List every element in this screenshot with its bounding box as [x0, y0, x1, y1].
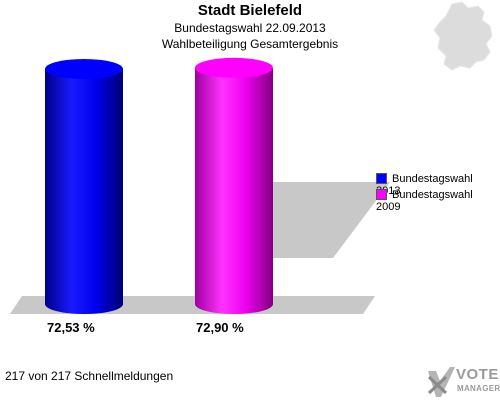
logo-text-manager: MANAGER — [457, 384, 500, 393]
chart-subtitle-2: Wahlbeteiligung Gesamtergebnis — [161, 37, 339, 51]
legend-label-2009: Bundestagswahl 2009 — [376, 189, 473, 213]
bar-body-1 — [195, 67, 273, 314]
value-label-2013: 72,53 % — [47, 320, 95, 335]
bar-body-0 — [45, 69, 123, 314]
chart-subtitle: Bundestagswahl 22.09.2013 — [174, 21, 326, 35]
legend-label-2013: Bundestagswahl 2013 — [376, 173, 473, 197]
legend-item-2009: Bundestagswahl 2009 — [376, 189, 500, 213]
chart-title: Stadt Bielefeld — [197, 2, 303, 19]
logo-text-vote: VOTE — [456, 366, 499, 383]
check-mark-icon — [427, 367, 455, 397]
legend-item-2013: Bundestagswahl 2013 — [376, 173, 500, 197]
footer-status: 217 von 217 Schnellmeldungen — [5, 369, 174, 383]
germany-map-icon — [433, 1, 493, 71]
value-label-2009: 72,90 % — [196, 320, 244, 335]
votemanager-logo: VOTE MANAGER — [426, 364, 500, 400]
legend-swatch-2009 — [376, 189, 387, 200]
legend-swatch-2013 — [376, 173, 387, 184]
bar-top-0 — [45, 59, 123, 80]
bar-top-1 — [195, 57, 273, 78]
